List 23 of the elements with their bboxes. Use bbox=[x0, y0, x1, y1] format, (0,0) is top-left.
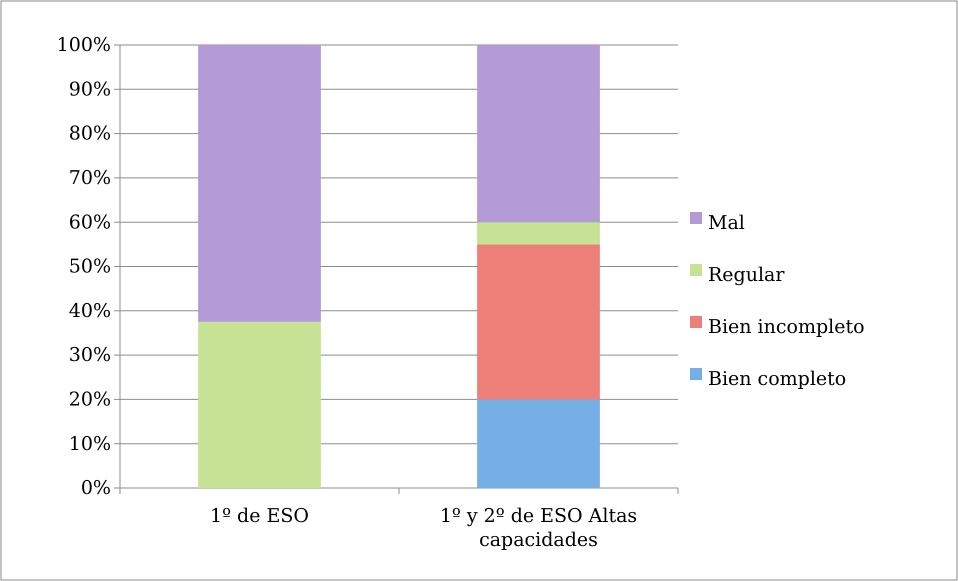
bar bbox=[477, 222, 600, 244]
bar bbox=[198, 45, 321, 322]
y-tick-label: 60% bbox=[68, 211, 111, 234]
y-tick-label: 10% bbox=[68, 432, 111, 455]
x-tick-label: 1º de ESO bbox=[210, 505, 309, 527]
legend-label: Bien completo bbox=[708, 368, 846, 390]
bar bbox=[477, 45, 600, 222]
bar bbox=[198, 322, 321, 488]
y-tick-label: 0% bbox=[80, 477, 111, 500]
y-tick-label: 80% bbox=[68, 122, 111, 145]
bar bbox=[477, 399, 600, 488]
legend-label: Mal bbox=[708, 212, 745, 234]
x-tick-label: 1º y 2º de ESO Altas capacidades bbox=[440, 505, 638, 551]
legend-label: Bien incompleto bbox=[708, 316, 865, 338]
legend-label: Regular bbox=[708, 264, 786, 286]
y-tick-label: 40% bbox=[68, 300, 111, 322]
y-tick-label: 70% bbox=[68, 166, 111, 189]
y-tick-label: 100% bbox=[56, 34, 111, 56]
y-tick-label: 90% bbox=[68, 78, 111, 100]
bar bbox=[477, 244, 600, 400]
y-tick-label: 20% bbox=[68, 388, 111, 410]
y-tick-label: 30% bbox=[68, 344, 111, 366]
y-tick-label: 50% bbox=[68, 256, 111, 278]
